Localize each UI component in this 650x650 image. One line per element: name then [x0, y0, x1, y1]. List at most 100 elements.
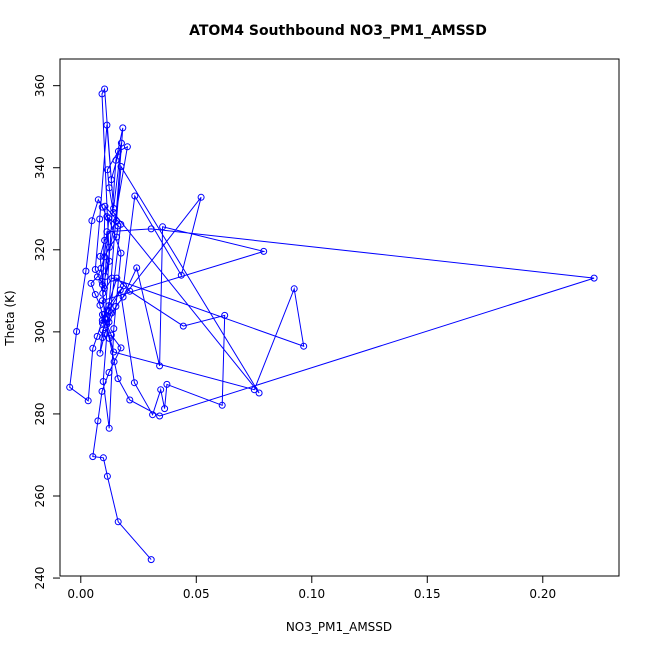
data-point: [98, 297, 106, 305]
data-point: [120, 282, 127, 290]
y-tick-label: 360: [33, 74, 47, 97]
y-tick-label: 320: [33, 238, 47, 261]
data-point: [108, 274, 116, 282]
data-point: [101, 85, 109, 93]
data-point: [117, 344, 125, 352]
data-point: [105, 369, 113, 376]
data-point: [147, 225, 155, 233]
data-point: [110, 204, 118, 212]
x-tick-label: 0.20: [529, 587, 556, 601]
data-point: [114, 147, 122, 155]
plot-frame: [59, 58, 620, 577]
series-layer: [66, 85, 598, 564]
data-point: [103, 166, 111, 174]
y-axis-label: Theta (K): [3, 290, 17, 346]
data-point: [91, 291, 99, 298]
data-point: [119, 293, 127, 301]
data-point: [88, 217, 96, 225]
data-point: [91, 266, 99, 273]
data-point: [177, 271, 185, 279]
data-point: [99, 334, 106, 342]
data-point: [161, 405, 169, 413]
data-point: [260, 247, 268, 255]
data-point: [89, 453, 97, 461]
data-point: [112, 156, 120, 164]
data-point: [101, 202, 109, 210]
data-point: [87, 279, 95, 287]
data-point: [149, 411, 157, 419]
data-point: [105, 424, 113, 432]
data-point: [157, 386, 165, 394]
data-point: [105, 257, 113, 265]
x-tick-label: 0.10: [298, 587, 325, 601]
data-point: [98, 387, 106, 395]
data-point: [126, 396, 134, 404]
data-point: [103, 472, 111, 480]
x-axis: 0.00 0.05 0.10 0.15 0.20: [67, 576, 556, 601]
data-point: [103, 121, 111, 129]
data-point: [117, 163, 125, 170]
data-point: [94, 196, 102, 204]
data-point: [99, 326, 107, 334]
y-tick-label: 260: [33, 485, 47, 508]
data-point: [218, 401, 226, 409]
data-point: [112, 217, 120, 225]
data-point: [89, 344, 97, 352]
data-point: [94, 417, 102, 425]
data-point: [119, 124, 127, 132]
data-point: [112, 302, 120, 310]
data-point: [110, 358, 118, 366]
data-point: [105, 243, 113, 251]
data-point: [99, 454, 107, 462]
data-point: [105, 334, 113, 342]
data-point: [99, 289, 107, 297]
data-point: [98, 277, 106, 285]
data-point: [99, 378, 107, 385]
data-point: [163, 380, 171, 388]
data-point: [103, 228, 111, 236]
data-point: [84, 397, 92, 405]
data-point: [103, 213, 111, 221]
x-tick-label: 0.00: [67, 587, 94, 601]
x-tick-label: 0.05: [183, 587, 210, 601]
data-point: [255, 389, 263, 397]
data-point: [133, 264, 141, 272]
data-point: [110, 325, 118, 333]
data-point: [114, 518, 122, 526]
data-point: [82, 267, 90, 275]
data-point: [131, 192, 139, 200]
data-point: [123, 143, 131, 151]
data-point: [117, 249, 125, 257]
data-point: [290, 285, 298, 293]
data-point: [147, 556, 155, 564]
data-point: [117, 139, 125, 147]
data-point: [66, 383, 74, 391]
y-tick-label: 300: [33, 320, 47, 343]
x-axis-label: NO3_PM1_AMSSD: [286, 620, 392, 634]
data-point: [110, 348, 118, 356]
data-point: [96, 349, 104, 357]
data-point: [100, 310, 108, 318]
data-point: [130, 379, 138, 387]
data-point: [93, 332, 101, 340]
data-point: [113, 274, 121, 282]
y-tick-label: 240: [33, 567, 47, 590]
data-point: [105, 302, 113, 310]
data-point: [197, 193, 205, 201]
data-point: [99, 281, 106, 289]
data-point: [101, 236, 109, 244]
chart-title: ATOM4 Southbound NO3_PM1_AMSSD: [189, 23, 487, 39]
data-point: [126, 287, 134, 295]
data-point: [73, 328, 81, 335]
data-point: [107, 176, 115, 184]
series-line: [69, 87, 595, 560]
x-tick-label: 0.15: [414, 587, 441, 601]
data-point: [100, 284, 108, 292]
data-point: [117, 220, 125, 228]
data-point: [105, 184, 113, 192]
data-point: [101, 253, 109, 261]
data-point: [156, 362, 164, 370]
y-axis: 240 260 280 300 320 340 360: [33, 74, 60, 590]
data-point: [156, 412, 164, 420]
